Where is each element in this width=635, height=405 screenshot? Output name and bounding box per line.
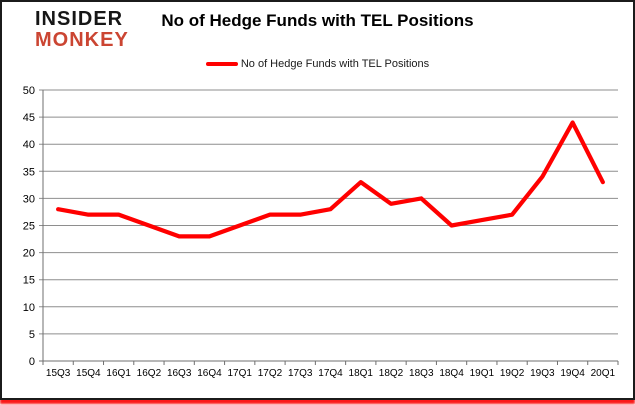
logo-line1: INSIDER <box>35 8 124 30</box>
legend-line-marker <box>205 62 238 66</box>
x-tick-label: 19Q3 <box>530 368 555 379</box>
x-tick-label: 17Q4 <box>318 368 343 379</box>
legend: No of Hedge Funds with TEL Positions <box>2 58 633 70</box>
legend-label: No of Hedge Funds with TEL Positions <box>240 58 430 70</box>
line-chart: 0 5 10 15 20 25 30 35 40 45 50 15Q3 15Q4 16Q1 16Q2 16Q3… <box>23 85 619 379</box>
x-tick-label: 18Q4 <box>439 368 464 379</box>
x-tick-label: 19Q2 <box>500 368 525 379</box>
logo-line2: MONKEY <box>35 29 129 51</box>
y-tick-label: 15 <box>23 275 35 287</box>
insider-monkey-logo: INSIDER MONKEY <box>35 9 129 51</box>
y-tick-label: 20 <box>23 248 35 260</box>
y-tick-label: 30 <box>23 193 35 205</box>
x-tick-label: 19Q1 <box>470 368 495 379</box>
y-tick-label: 50 <box>23 85 35 97</box>
series-line <box>56 120 605 239</box>
x-tick-label: 17Q2 <box>258 368 283 379</box>
chart-title: No of Hedge Funds with TEL Positions <box>161 11 474 30</box>
x-tick-label: 16Q2 <box>137 368 162 379</box>
x-tick-label: 17Q1 <box>227 368 252 379</box>
x-tick-label: 18Q3 <box>409 368 434 379</box>
y-tick-label: 0 <box>29 356 35 368</box>
x-tick-label: 15Q4 <box>76 368 101 379</box>
x-tick-label: 16Q1 <box>106 368 131 379</box>
x-tick-label: 15Q3 <box>46 368 71 379</box>
x-tick-label: 16Q4 <box>197 368 222 379</box>
y-tick-label: 35 <box>23 166 35 178</box>
y-tick-label: 45 <box>23 112 35 124</box>
x-tick-label: 20Q1 <box>591 368 616 379</box>
x-tick-label: 16Q3 <box>167 368 192 379</box>
y-tick-label: 40 <box>23 139 35 151</box>
y-tick-label: 10 <box>23 302 35 314</box>
x-tick-label: 18Q2 <box>379 368 404 379</box>
x-tick-label: 18Q1 <box>349 368 374 379</box>
x-tick-label: 17Q3 <box>288 368 313 379</box>
x-tick-label: 19Q4 <box>560 368 585 379</box>
y-tick-label: 25 <box>23 221 35 233</box>
y-tick-label: 5 <box>29 329 35 341</box>
